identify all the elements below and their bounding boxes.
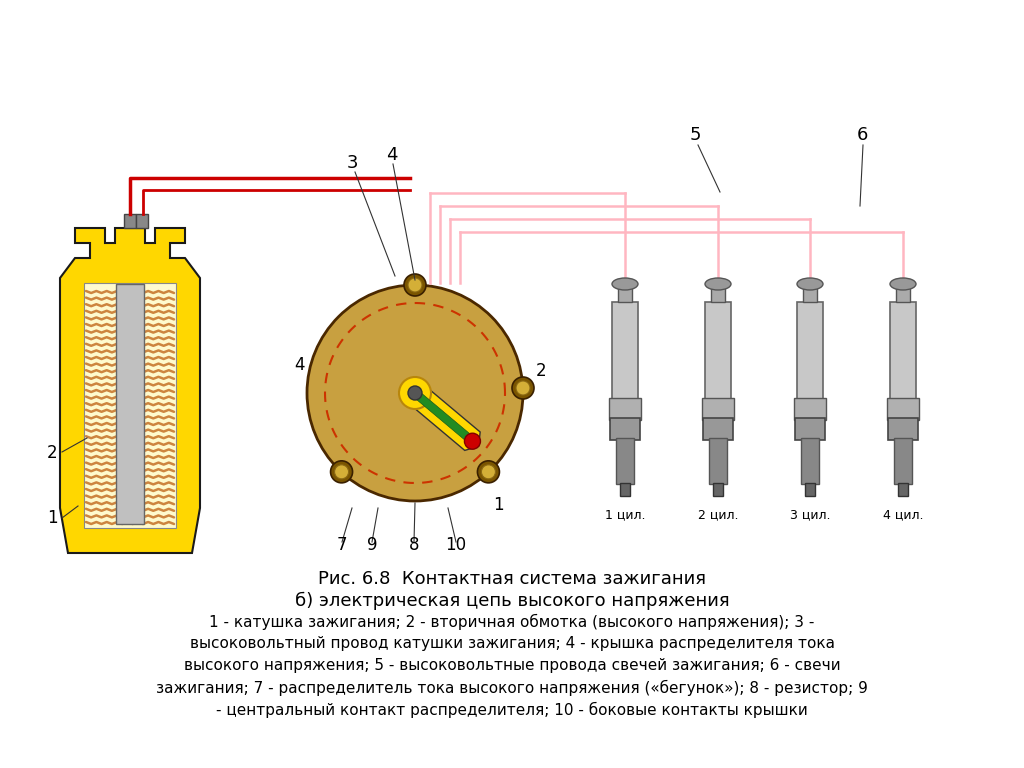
- Text: 4: 4: [294, 356, 304, 374]
- Text: 10: 10: [445, 536, 467, 554]
- Bar: [84, 283, 176, 528]
- Bar: [116, 284, 144, 524]
- Bar: [705, 302, 731, 400]
- Bar: [805, 483, 815, 496]
- Circle shape: [307, 285, 523, 501]
- Text: высоковольтный провод катушки зажигания; 4 - крышка распределителя тока: высоковольтный провод катушки зажигания;…: [189, 636, 835, 651]
- Text: 2: 2: [536, 362, 547, 380]
- Bar: [136, 214, 148, 228]
- Circle shape: [335, 465, 348, 478]
- Bar: [609, 398, 641, 420]
- Polygon shape: [60, 228, 200, 553]
- Circle shape: [477, 461, 500, 483]
- Text: 5: 5: [689, 126, 700, 144]
- Circle shape: [408, 386, 422, 400]
- Bar: [610, 418, 640, 440]
- Ellipse shape: [705, 278, 731, 290]
- Text: высокого напряжения; 5 - высоковольтные провода свечей зажигания; 6 - свечи: высокого напряжения; 5 - высоковольтные …: [183, 658, 841, 673]
- Bar: [711, 284, 725, 302]
- Bar: [616, 438, 634, 484]
- Text: 2 цил.: 2 цил.: [697, 508, 738, 521]
- Bar: [803, 284, 817, 302]
- Circle shape: [512, 377, 534, 399]
- Ellipse shape: [890, 278, 916, 290]
- Text: - центральный контакт распределителя; 10 - боковые контакты крышки: - центральный контакт распределителя; 10…: [216, 702, 808, 718]
- Bar: [713, 483, 723, 496]
- Text: 3 цил.: 3 цил.: [790, 508, 830, 521]
- Bar: [709, 438, 727, 484]
- Text: 9: 9: [367, 536, 377, 554]
- Bar: [894, 438, 912, 484]
- Text: 8: 8: [409, 536, 419, 554]
- Circle shape: [465, 433, 480, 449]
- Text: 1 цил.: 1 цил.: [605, 508, 645, 521]
- Text: Рис. 6.8  Контактная система зажигания: Рис. 6.8 Контактная система зажигания: [318, 570, 706, 588]
- Text: 1: 1: [47, 509, 57, 527]
- Text: 2: 2: [47, 444, 57, 462]
- Bar: [124, 214, 136, 228]
- Circle shape: [516, 381, 530, 395]
- Ellipse shape: [612, 278, 638, 290]
- Text: 4: 4: [386, 146, 397, 164]
- Text: 1 - катушка зажигания; 2 - вторичная обмотка (высокого напряжения); 3 -: 1 - катушка зажигания; 2 - вторичная обм…: [209, 614, 815, 631]
- Circle shape: [331, 461, 352, 483]
- Circle shape: [399, 377, 431, 409]
- Bar: [898, 483, 908, 496]
- Text: 6: 6: [856, 126, 867, 144]
- Circle shape: [408, 278, 422, 292]
- Bar: [896, 284, 910, 302]
- Circle shape: [481, 465, 496, 478]
- Text: 4 цил.: 4 цил.: [883, 508, 924, 521]
- Circle shape: [404, 274, 426, 296]
- Bar: [797, 302, 823, 400]
- Bar: [888, 418, 918, 440]
- Polygon shape: [417, 393, 471, 441]
- Text: 1: 1: [493, 496, 504, 514]
- Text: 7: 7: [337, 536, 347, 554]
- Bar: [618, 284, 632, 302]
- Polygon shape: [403, 381, 480, 450]
- Bar: [795, 418, 825, 440]
- Text: б) электрическая цепь высокого напряжения: б) электрическая цепь высокого напряжени…: [295, 592, 729, 611]
- Bar: [887, 398, 919, 420]
- Bar: [794, 398, 826, 420]
- Bar: [890, 302, 916, 400]
- Bar: [703, 418, 733, 440]
- Ellipse shape: [797, 278, 823, 290]
- Bar: [620, 483, 630, 496]
- Text: 3: 3: [346, 154, 357, 172]
- Bar: [612, 302, 638, 400]
- Bar: [702, 398, 734, 420]
- Bar: [801, 438, 819, 484]
- Text: зажигания; 7 - распределитель тока высокого напряжения («бегунок»); 8 - резистор: зажигания; 7 - распределитель тока высок…: [156, 680, 868, 696]
